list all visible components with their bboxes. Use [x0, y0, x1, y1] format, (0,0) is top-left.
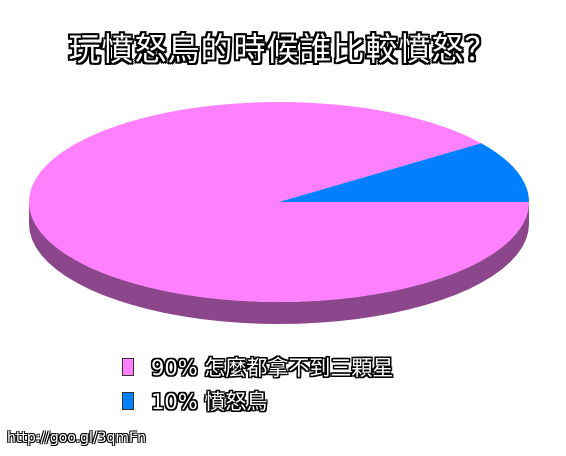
- chart-title: 玩憤怒鳥的時候誰比較憤怒？: [68, 30, 498, 68]
- legend: 90% 怎麼都拿不到三顆星 10% 憤怒鳥: [122, 350, 393, 418]
- pie-slice-1: [279, 143, 529, 202]
- legend-swatch-1: [122, 392, 134, 410]
- pie-slice-0: [29, 102, 530, 303]
- legend-label-0: 90% 怎麼都拿不到三顆星: [151, 356, 394, 380]
- legend-label-1: 10% 憤怒鳥: [151, 390, 268, 414]
- legend-item: 90% 怎麼都拿不到三顆星: [122, 350, 393, 384]
- pie-side-0: [29, 202, 529, 324]
- legend-item: 10% 憤怒鳥: [122, 384, 393, 418]
- legend-swatch-0: [122, 358, 134, 376]
- source-link[interactable]: http://goo.gl/3qmFn: [7, 430, 146, 446]
